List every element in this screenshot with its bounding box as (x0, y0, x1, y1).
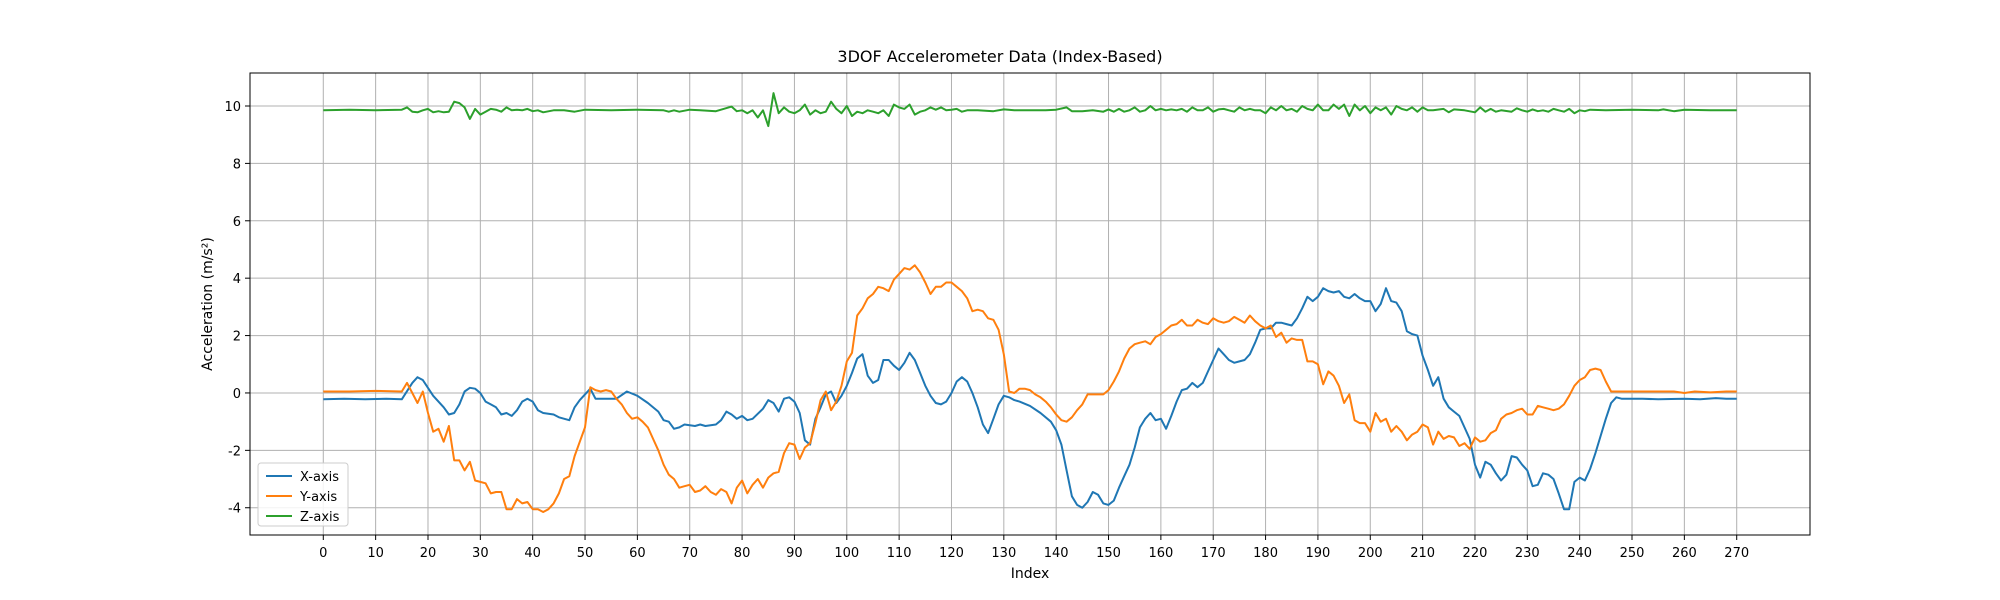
x-tick-label: 200 (1358, 546, 1383, 561)
y-axis-label: Acceleration (m/s²) (200, 237, 216, 371)
x-tick-label: 20 (420, 546, 437, 561)
series-line-x-axis (323, 287, 1737, 511)
x-tick-label: 260 (1672, 546, 1697, 561)
y-tick-label: 0 (233, 387, 241, 402)
x-tick-label: 50 (577, 546, 594, 561)
x-tick-label: 40 (524, 546, 541, 561)
x-tick-label: 10 (367, 546, 384, 561)
x-tick-label: 60 (629, 546, 646, 561)
legend-box (257, 462, 349, 527)
x-tick-label: 170 (1201, 546, 1226, 561)
x-tick-label: 270 (1724, 546, 1749, 561)
axis-ticks: 0 10 20 30 40 50 60 70 80 90 100 110 120 130 140 150 160… (224, 100, 1749, 561)
y-tick-label: -4 (228, 502, 241, 517)
grid-lines (250, 73, 1810, 535)
x-tick-label: 110 (887, 546, 912, 561)
x-tick-label: 80 (734, 546, 751, 561)
x-tick-label: 190 (1306, 546, 1331, 561)
x-tick-label: 220 (1463, 546, 1488, 561)
x-axis-label: Index (1011, 566, 1050, 582)
chart-legend: X-axis Y-axis Z-axis (257, 462, 349, 527)
x-tick-label: 90 (786, 546, 803, 561)
series-line-z-axis (323, 92, 1737, 128)
x-tick-label: 230 (1515, 546, 1540, 561)
y-tick-label: 6 (233, 215, 241, 230)
x-tick-label: 120 (939, 546, 964, 561)
x-tick-label: 240 (1567, 546, 1592, 561)
legend-label: X-axis (300, 470, 339, 485)
x-tick-label: 140 (1044, 546, 1069, 561)
x-tick-label: 100 (834, 546, 859, 561)
y-tick-label: 8 (233, 157, 241, 172)
series-line-y-axis (323, 264, 1737, 513)
legend-label: Z-axis (300, 510, 340, 525)
y-tick-label: -2 (228, 444, 241, 459)
x-tick-label: 250 (1620, 546, 1645, 561)
x-tick-label: 210 (1410, 546, 1435, 561)
y-tick-label: 10 (224, 100, 241, 115)
x-tick-label: 160 (1148, 546, 1173, 561)
chart-title: 3DOF Accelerometer Data (Index-Based) (837, 47, 1162, 66)
x-tick-label: 180 (1253, 546, 1278, 561)
x-tick-label: 30 (472, 546, 489, 561)
x-tick-label: 130 (991, 546, 1016, 561)
y-tick-label: 4 (233, 272, 241, 287)
x-tick-label: 0 (319, 546, 327, 561)
y-tick-label: 2 (233, 330, 241, 345)
plot-area-frame (249, 72, 1811, 536)
series-lines (323, 92, 1737, 513)
legend-label: Y-axis (299, 490, 337, 505)
x-tick-label: 150 (1096, 546, 1121, 561)
x-tick-label: 70 (681, 546, 698, 561)
